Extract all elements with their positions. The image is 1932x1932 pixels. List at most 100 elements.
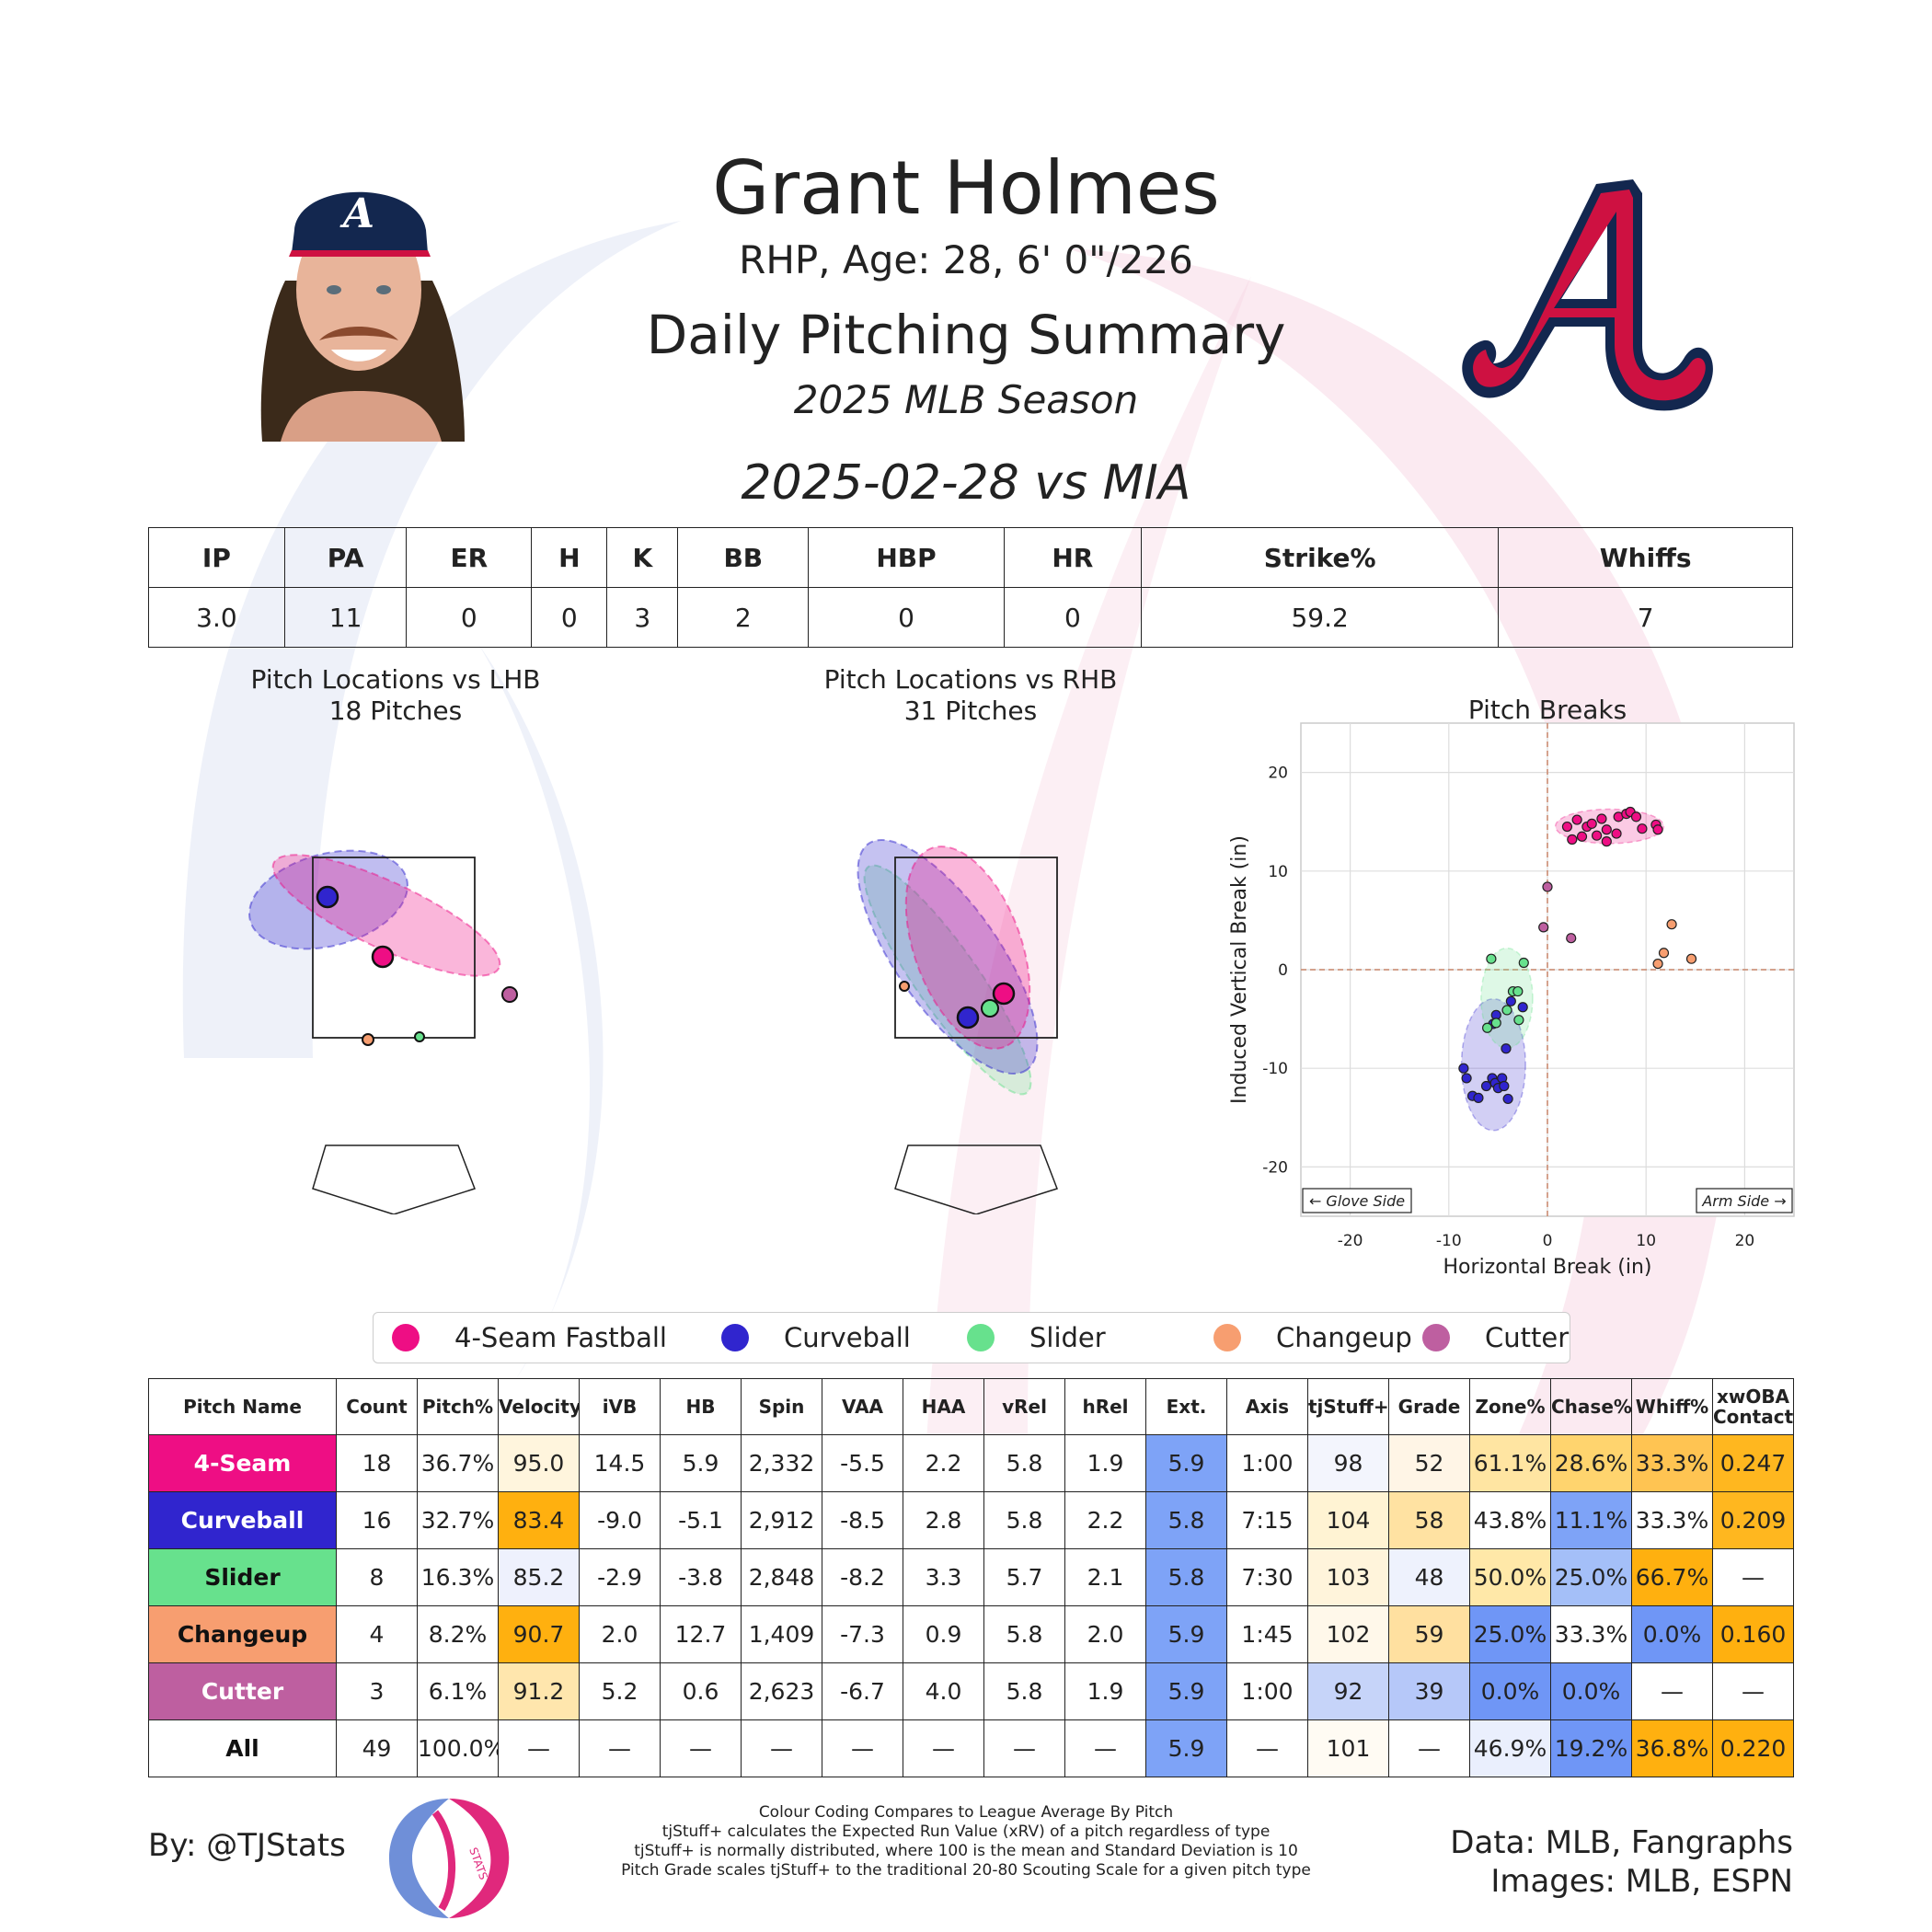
pitch-metric-cell: 16 (336, 1491, 418, 1549)
break-point (1586, 818, 1597, 829)
season-label: 2025 MLB Season (793, 377, 1139, 422)
break-point (1596, 813, 1607, 824)
logo-text: STATS (466, 1846, 490, 1881)
table-row: Slider 8 16.3% 85.2 -2.9 -3.8 2,848 -8.2 3.3 5.7 2… (148, 1548, 1794, 1606)
footnote-3: tjStuff+ is normally distributed, where … (634, 1842, 1298, 1860)
player-bio: RHP, Age: 28, 6' 0"/226 (739, 237, 1193, 282)
legend-label: Curveball (784, 1322, 911, 1353)
pitch-metric-cell: 32.7% (417, 1491, 499, 1549)
rhb-location-plot (857, 838, 1058, 1214)
report-title: Daily Pitching Summary (646, 304, 1286, 366)
table-row: Cutter 3 6.1% 91.2 5.2 0.6 2,623 -6.7 4.0 5.8 1.9 5… (148, 1662, 1794, 1720)
y-tick-label: -20 (1262, 1158, 1288, 1177)
y-tick-label: 10 (1268, 863, 1288, 881)
stat-value-hr: 0 (1003, 587, 1142, 648)
break-point (1513, 1015, 1524, 1026)
stat-header-strike-pct: Strike% (1140, 527, 1500, 588)
lhb-strike-zone (312, 857, 476, 1039)
legend-marker (1422, 1324, 1450, 1351)
lhb-cutter-mean (501, 986, 518, 1003)
pitch-table-header: Ext. (1145, 1378, 1227, 1435)
pitch-metric-cell: 8 (336, 1548, 418, 1606)
pitch-metric-cell: 0.0% (1550, 1662, 1632, 1720)
pitch-metric-cell: 43.8% (1469, 1491, 1551, 1549)
pitch-metric-cell: 28.6% (1550, 1434, 1632, 1492)
legend-label: Cutter (1485, 1322, 1570, 1353)
break-point (1637, 823, 1648, 834)
pitch-metric-cell: 1:00 (1226, 1434, 1308, 1492)
pitch-metric-cell: 5.8 (1145, 1548, 1227, 1606)
pitch-metric-cell: 98 (1307, 1434, 1389, 1492)
pitch-table-header: hRel (1064, 1378, 1146, 1435)
lhb-plot-title-text: Pitch Locations vs LHB (250, 664, 541, 695)
stat-header-hr: HR (1003, 527, 1142, 588)
pitch-metric-cell: 1:45 (1226, 1605, 1308, 1663)
pitch-metric-cell: 2.1 (1064, 1548, 1146, 1606)
y-tick-label: 20 (1268, 765, 1288, 783)
legend-marker (721, 1324, 749, 1351)
stat-line-value-row: 3.0 11 0 0 3 2 0 0 59.2 7 (148, 587, 1793, 648)
pitch-metric-cell: 2,623 (741, 1662, 822, 1720)
lhb-fastball-density (271, 854, 501, 977)
pitch-metric-cell: 2,848 (741, 1548, 822, 1606)
pitch-metric-cell: 91.2 (498, 1662, 580, 1720)
rhb-pitch-count: 31 Pitches (903, 696, 1038, 726)
break-point (1658, 948, 1670, 959)
pitch-metric-cell: 36.8% (1631, 1719, 1713, 1777)
pitch-table-header: Spin (741, 1378, 822, 1435)
pitch-metric-cell: 0.160 (1712, 1605, 1794, 1663)
pitch-metric-cell: 83.4 (498, 1491, 580, 1549)
break-point (1561, 821, 1573, 833)
pitch-metric-cell: 19.2% (1550, 1719, 1632, 1777)
game-label: 2025-02-28 vs MIA (741, 455, 1191, 511)
pitch-metric-cell: — (822, 1719, 903, 1777)
pitch-name-cell: All (148, 1719, 337, 1777)
break-point (1538, 922, 1549, 933)
pitch-metric-cell: 2.8 (903, 1491, 984, 1549)
stat-header-ip: IP (148, 527, 285, 588)
pitch-metrics-table: Pitch Name Count Pitch% Velocity iVB HB Spin VA… (148, 1378, 1794, 1777)
arm-side-box (1696, 1188, 1793, 1213)
pitch-metric-cell: 1,409 (741, 1605, 822, 1663)
break-point (1652, 824, 1663, 835)
pitch-metric-cell: 95.0 (498, 1434, 580, 1492)
break-point (1566, 933, 1577, 944)
stat-line-header-row: IP PA ER H K BB HBP HR Strike% Whiffs (148, 527, 1793, 588)
lhb-location-plot (248, 849, 518, 1214)
lhb-pitch-count: 18 Pitches (328, 696, 463, 726)
x-tick-label: 20 (1735, 1232, 1755, 1250)
pitch-table-header: Count (336, 1378, 418, 1435)
table-row: All 49 100.0% — — — — — — — —5.9—101—46.9% 19.2% 36.… (148, 1719, 1794, 1777)
pitch-metric-cell: 2.2 (1064, 1491, 1146, 1549)
pitch-metric-cell: -8.2 (822, 1548, 903, 1606)
pitch-metric-cell: 2,332 (741, 1434, 822, 1492)
pitch-metric-cell: 2,912 (741, 1491, 822, 1549)
pitch-metric-cell: 18 (336, 1434, 418, 1492)
break-point (1576, 831, 1588, 842)
break-point (1611, 828, 1622, 839)
x-tick-label: -10 (1436, 1232, 1462, 1250)
break-point (1501, 1043, 1512, 1054)
pitch-metric-cell: 33.3% (1631, 1491, 1713, 1549)
legend-label: Slider (1029, 1322, 1106, 1353)
pitch-table-header: Axis (1226, 1378, 1308, 1435)
pitch-metric-cell: 0.220 (1712, 1719, 1794, 1777)
break-point (1482, 1022, 1493, 1033)
rhb-strike-zone (894, 857, 1058, 1039)
pitch-table-header: tjStuff+ (1307, 1378, 1389, 1435)
footnote-1: Colour Coding Compares to League Average… (758, 1803, 1174, 1822)
pitch-metric-cell: 16.3% (417, 1548, 499, 1606)
player-name: Grant Holmes (712, 145, 1220, 231)
pitch-metric-cell: -8.5 (822, 1491, 903, 1549)
pitch-metric-cell: 50.0% (1469, 1548, 1551, 1606)
pitch-metric-cell: — (983, 1719, 1065, 1777)
x-axis-label: Horizontal Break (in) (1443, 1256, 1652, 1279)
x-tick-label: -20 (1338, 1232, 1363, 1250)
y-tick-label: 0 (1278, 961, 1288, 980)
pitch-metric-cell: — (579, 1719, 661, 1777)
pitch-metric-cell: 14.5 (579, 1434, 661, 1492)
pitch-metric-cell: 2.0 (1064, 1605, 1146, 1663)
pitch-metric-cell: 5.7 (983, 1548, 1065, 1606)
pitch-metric-cell: 52 (1388, 1434, 1470, 1492)
pitch-metric-cell: 2.0 (579, 1605, 661, 1663)
